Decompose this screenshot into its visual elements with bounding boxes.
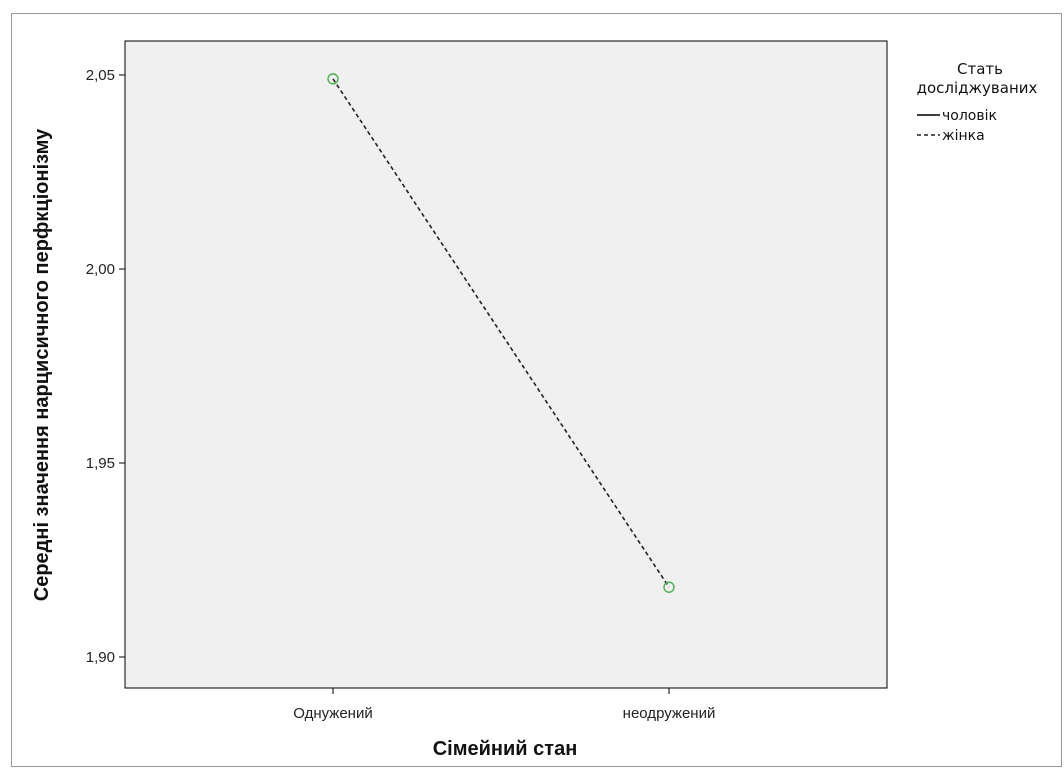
series-line-1 [332, 78, 670, 588]
data-point-series-1 [663, 581, 675, 593]
y-axis-title: Середні значення нарцисичного перфкціоні… [31, 128, 53, 601]
legend-label-series-1: жінка [942, 128, 985, 144]
legend-title-line1: Стать [957, 60, 1003, 78]
legend-label-series-0: чоловік [942, 108, 997, 124]
y-axis: 1,901,952,002,052,102,152,20 [86, 67, 125, 666]
y-tick-label: 2,05 [86, 67, 115, 84]
y-tick-label: 2,00 [86, 261, 115, 278]
series-layer [327, 73, 675, 593]
plot-area [124, 40, 888, 689]
x-axis: Однужений неодружений [293, 688, 715, 722]
legend-title-line2: досліджуваних [917, 79, 1038, 97]
x-tick-label: неодружений [623, 705, 716, 722]
data-point-series-1 [327, 73, 339, 85]
y-tick-label: 1,95 [86, 455, 115, 472]
x-axis-title: Сімейний стан [433, 738, 578, 760]
x-tick-label: Однужений [293, 705, 372, 722]
legend: Стать досліджуваних чоловік жінка [917, 60, 1038, 144]
y-tick-label: 1,90 [86, 649, 115, 666]
